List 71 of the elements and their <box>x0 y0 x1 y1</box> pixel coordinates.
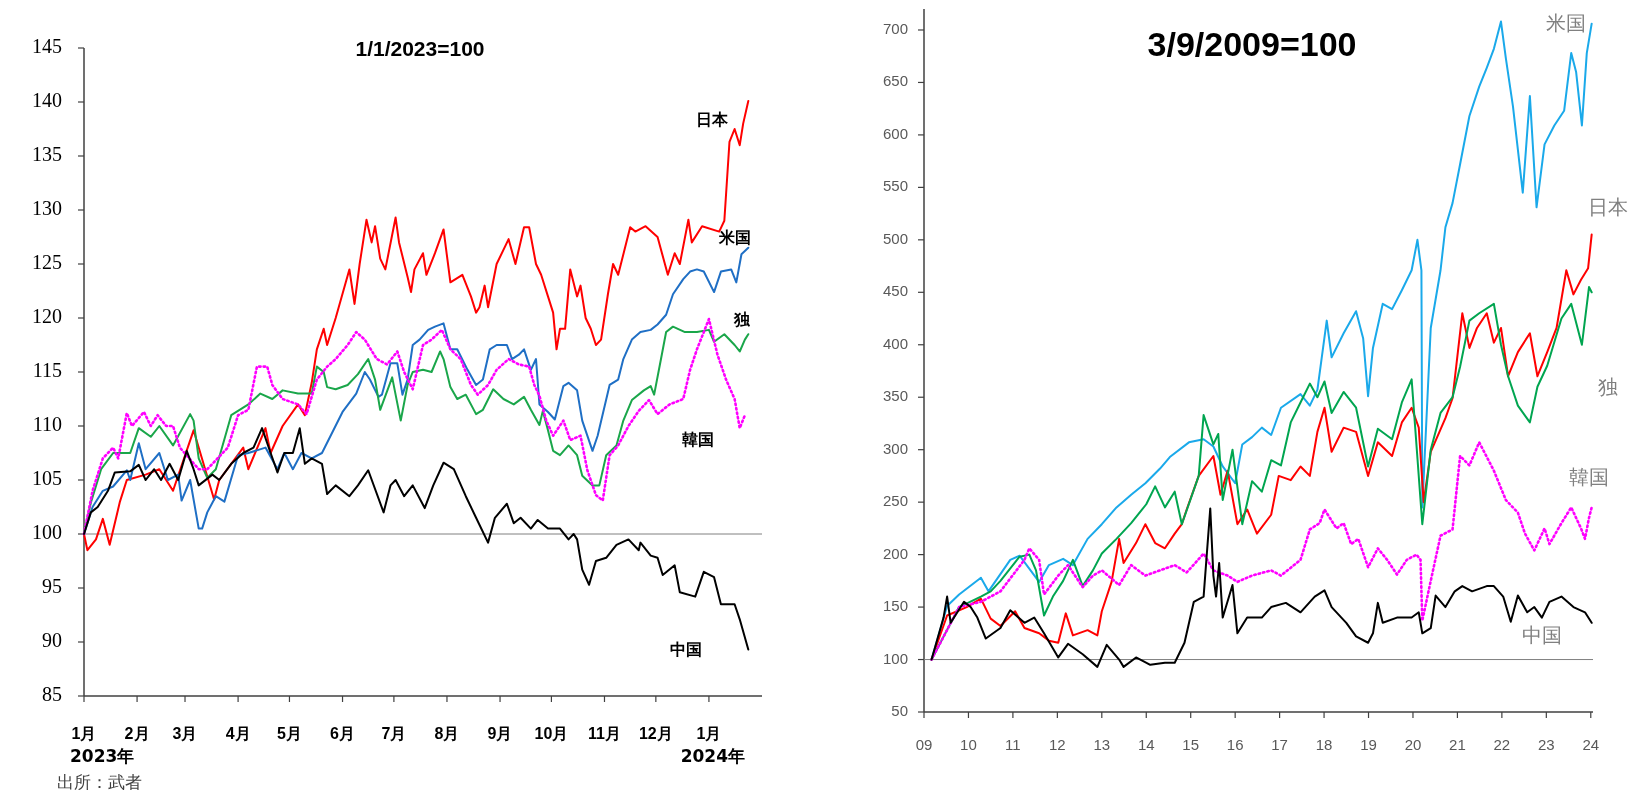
y-tick-label: 145 <box>32 34 62 57</box>
x-tick-label: 20 <box>1404 735 1422 753</box>
y-tick-label: 600 <box>882 124 908 142</box>
series-label: 中国 <box>1522 622 1562 647</box>
x-tick-label: 10 <box>960 735 977 753</box>
x-tick-label: 13 <box>1093 735 1111 753</box>
y-tick-label: 300 <box>882 439 908 457</box>
x-tick-label: 6月 <box>330 725 355 743</box>
series-label: 米国 <box>1546 10 1586 35</box>
y-tick-label: 115 <box>32 358 62 381</box>
y-tick-label: 50 <box>891 701 908 719</box>
x-tick-label: 1月 <box>71 725 97 743</box>
y-tick-label: 400 <box>882 334 908 352</box>
series-label: 韓国 <box>682 429 714 449</box>
y-tick-label: 350 <box>882 387 908 405</box>
text: 3/9/2009=100 <box>1147 25 1357 63</box>
x-tick-label: 21 <box>1449 735 1466 753</box>
y-tick-label: 550 <box>882 177 908 195</box>
y-tick-label: 450 <box>882 282 908 300</box>
y-tick-label: 130 <box>32 196 62 219</box>
x-tick-label: 23 <box>1537 735 1555 753</box>
series-label: 独 <box>733 309 751 329</box>
x-tick-label: 18 <box>1315 735 1333 753</box>
chart-title: 1/1/2023=100 <box>355 37 485 60</box>
y-tick-label: 200 <box>882 544 908 562</box>
x-tick-label: 11月 <box>588 725 621 743</box>
y-tick-label: 90 <box>42 628 62 651</box>
series-label: 米国 <box>718 227 751 247</box>
y-tick-label: 125 <box>32 250 62 273</box>
x-tick-label: 5月 <box>277 725 302 743</box>
y-tick-label: 100 <box>32 520 62 543</box>
y-tick-label: 100 <box>882 649 908 667</box>
y-tick-label: 500 <box>882 229 908 247</box>
x-tick-label: 14 <box>1137 735 1155 753</box>
x-tick-label: 24 <box>1582 735 1600 753</box>
x-tick-label: 09 <box>915 735 933 753</box>
y-tick-label: 140 <box>32 88 62 111</box>
x-tick-label: 1月 <box>696 725 722 743</box>
x-tick-label: 16 <box>1226 735 1244 753</box>
text: 2024年 <box>680 746 745 766</box>
y-tick-label: 650 <box>882 72 908 90</box>
x-tick-label: 8月 <box>434 725 460 743</box>
series-label: 韓国 <box>1569 464 1609 489</box>
text: 2023年 <box>70 746 135 766</box>
series-label: 日本 <box>1588 194 1628 219</box>
y-tick-label: 700 <box>882 19 908 37</box>
x-tick-label: 12月 <box>638 725 673 743</box>
series-label: 独 <box>1598 374 1618 399</box>
x-tick-label: 15 <box>1182 735 1200 753</box>
x-tick-label: 10月 <box>534 725 569 743</box>
text: 中国 <box>670 639 702 659</box>
x-tick-label: 3月 <box>172 725 198 743</box>
x-tick-label: 9月 <box>487 725 513 743</box>
y-tick-label: 85 <box>42 682 62 705</box>
y-tick-label: 110 <box>32 412 62 435</box>
x-tick-label: 22 <box>1493 735 1511 753</box>
series-label: 日本 <box>696 109 729 129</box>
x-tick-label: 11 <box>1005 735 1021 753</box>
x-tick-label: 7月 <box>381 725 407 743</box>
y-tick-label: 95 <box>42 574 62 597</box>
y-tick-label: 250 <box>882 492 908 510</box>
x-tick-label: 2月 <box>124 725 150 743</box>
y-tick-label: 135 <box>32 142 62 165</box>
y-tick-label: 150 <box>882 597 908 615</box>
x-tick-label: 4月 <box>225 725 251 743</box>
y-tick-label: 120 <box>32 304 62 327</box>
x-tick-label: 17 <box>1271 735 1288 753</box>
x-tick-label: 19 <box>1360 735 1377 753</box>
text: 出所：武者 <box>57 772 142 792</box>
x-tick-label: 12 <box>1049 735 1066 753</box>
y-tick-label: 105 <box>32 466 62 489</box>
